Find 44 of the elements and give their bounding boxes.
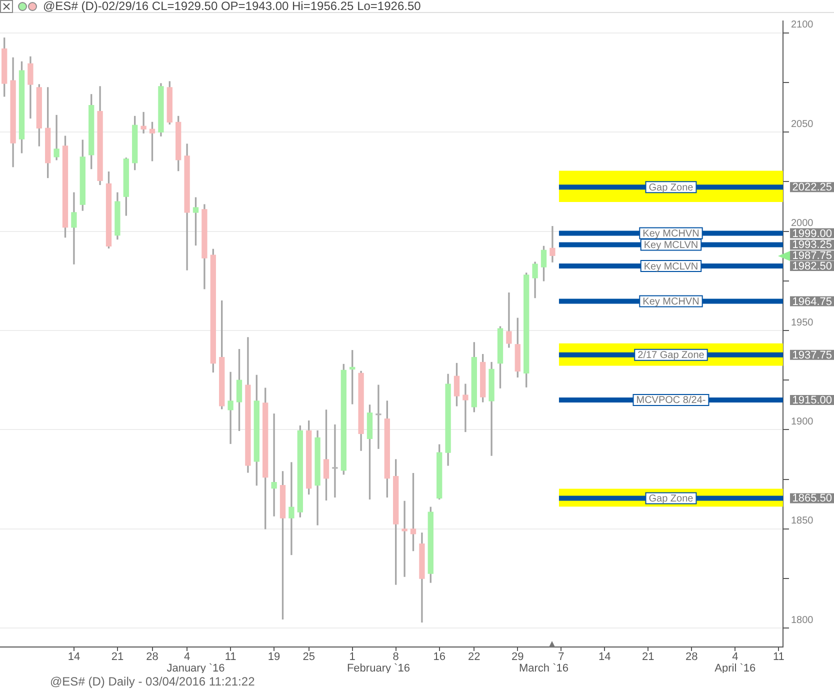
text: 1865.50 [792, 492, 832, 505]
x-tick-label: 28 [146, 650, 158, 663]
x-tick-label: March `16 [518, 662, 569, 674]
text: 1993.25 [792, 239, 832, 252]
x-tick-label: 11 [772, 650, 784, 663]
y-tick-label: 1850 [791, 516, 814, 527]
x-tick-label: 21 [111, 650, 124, 663]
x-tick-label: 1 [349, 650, 356, 663]
x-tick-label: 7 [558, 650, 564, 663]
x-tick-label: 14 [598, 650, 611, 663]
x-tick-label: 4 [184, 650, 190, 663]
x-tick-label: 14 [68, 650, 80, 663]
text: 2022.25 [792, 182, 832, 194]
x-tick-label: 22 [468, 650, 480, 663]
x-tick-label: 25 [302, 650, 315, 663]
ref-line-label: Key MCHVN [642, 296, 700, 308]
x-tick-label: 21 [642, 650, 654, 663]
ref-line-label: Key MCLVN [644, 240, 698, 251]
ref-line-label: Gap Zone [648, 182, 694, 194]
y-tick-label: 1800 [791, 614, 814, 626]
y-tick-label: 1900 [791, 416, 814, 428]
chart-title: @ES# (D)-02/29/16 CL=1929.50 OP=1943.00 Hi=1956.25 Lo=1926.50 [43, 0, 421, 12]
text: 1987.75 [792, 250, 832, 262]
text: @ES# (D) Daily - 03/04/2016 11:21:22 [50, 674, 256, 688]
x-tick-label: 28 [686, 650, 698, 663]
x-tick-label: 11 [224, 650, 236, 663]
x-tick-label: 29 [512, 650, 524, 663]
y-tick-label: 2100 [791, 20, 814, 31]
ref-line-label: MCVPOC 8/24- [636, 395, 706, 406]
ref-line-label: 2/17 Gap Zone [638, 350, 705, 362]
text: 1982.50 [792, 260, 832, 273]
y-tick-label: 2050 [791, 118, 814, 130]
x-tick-label: 16 [433, 650, 446, 663]
text: 1999.00 [792, 228, 832, 240]
ref-line-label: Key MCLVN [644, 261, 698, 272]
x-tick-label: 19 [268, 650, 280, 663]
text: 1964.75 [792, 296, 832, 308]
y-tick-label: 1950 [791, 317, 814, 328]
text: 1937.75 [792, 349, 832, 362]
x-tick-label: 8 [392, 650, 399, 663]
text: 1915.00 [792, 394, 832, 407]
y-tick-label: 2000 [791, 218, 814, 230]
ref-line-label: Key MCHVN [642, 228, 700, 240]
ref-line-label: Gap Zone [648, 493, 694, 504]
